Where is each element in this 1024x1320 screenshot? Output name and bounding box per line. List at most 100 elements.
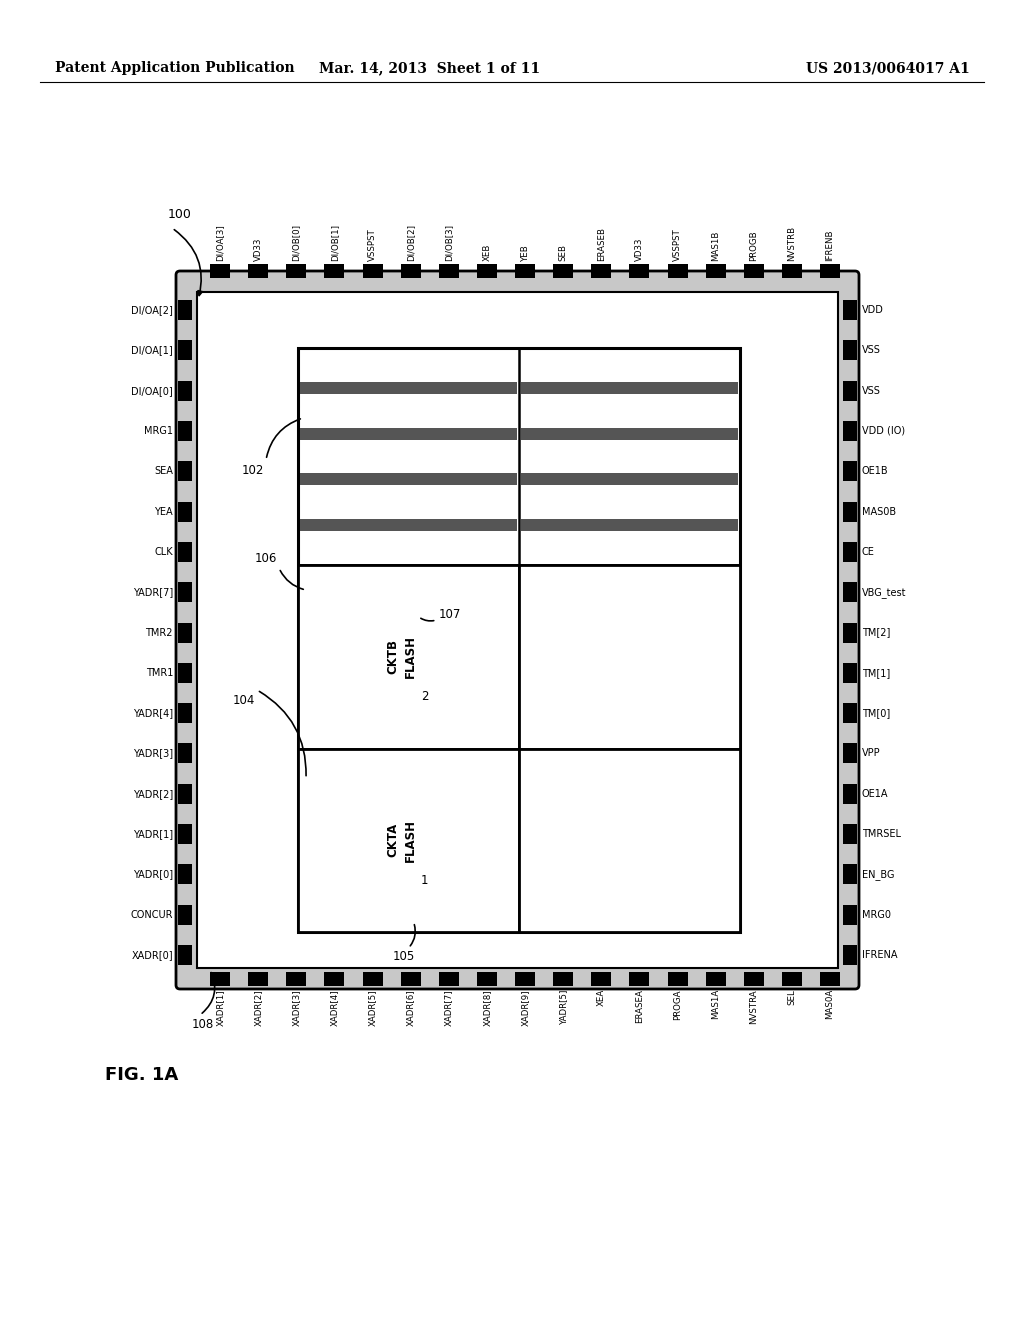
Text: YADR[5]: YADR[5]: [559, 989, 567, 1024]
Bar: [743, 972, 764, 986]
Text: MAS1A: MAS1A: [711, 989, 720, 1019]
Bar: [325, 972, 344, 986]
Text: FIG. 1A: FIG. 1A: [105, 1067, 178, 1084]
FancyBboxPatch shape: [176, 271, 859, 989]
Bar: [178, 945, 193, 965]
Text: YADR[3]: YADR[3]: [133, 748, 173, 759]
Bar: [298, 348, 740, 565]
Text: TM[2]: TM[2]: [862, 627, 891, 638]
Bar: [178, 380, 193, 401]
Text: MAS1B: MAS1B: [711, 231, 720, 261]
Text: PROGA: PROGA: [673, 989, 682, 1019]
Text: TMR1: TMR1: [145, 668, 173, 677]
Bar: [178, 421, 193, 441]
Bar: [843, 421, 857, 441]
Text: NVSTRB: NVSTRB: [787, 226, 797, 261]
Text: XEA: XEA: [597, 989, 606, 1006]
Bar: [298, 748, 519, 932]
Text: 106: 106: [255, 552, 278, 565]
Bar: [178, 502, 193, 521]
Bar: [743, 264, 764, 279]
Bar: [843, 704, 857, 723]
Bar: [210, 264, 230, 279]
Bar: [210, 972, 230, 986]
Text: SEA: SEA: [155, 466, 173, 477]
Bar: [843, 341, 857, 360]
Bar: [521, 381, 738, 393]
Text: XADR[3]: XADR[3]: [292, 989, 301, 1026]
Text: XADR[0]: XADR[0]: [131, 950, 173, 960]
Bar: [178, 663, 193, 682]
Text: YADR[0]: YADR[0]: [133, 870, 173, 879]
Bar: [197, 292, 838, 968]
Text: Mar. 14, 2013  Sheet 1 of 11: Mar. 14, 2013 Sheet 1 of 11: [319, 61, 541, 75]
Text: ERASEA: ERASEA: [635, 989, 644, 1023]
Text: IFRENA: IFRENA: [862, 950, 897, 960]
Bar: [843, 784, 857, 804]
Text: YADR[1]: YADR[1]: [133, 829, 173, 840]
Bar: [178, 623, 193, 643]
Bar: [248, 972, 268, 986]
Text: DI/OB[0]: DI/OB[0]: [292, 224, 301, 261]
Text: ERASEB: ERASEB: [597, 227, 606, 261]
Text: XEB: XEB: [482, 244, 492, 261]
Text: XADR[2]: XADR[2]: [254, 989, 262, 1026]
Bar: [553, 972, 573, 986]
Bar: [519, 748, 740, 932]
Text: FLASH: FLASH: [404, 818, 417, 862]
Bar: [298, 348, 740, 932]
Text: OE1A: OE1A: [862, 789, 889, 799]
Text: VSSPST: VSSPST: [673, 228, 682, 261]
Bar: [521, 519, 738, 531]
Text: PROGB: PROGB: [750, 231, 758, 261]
Bar: [178, 704, 193, 723]
Bar: [843, 543, 857, 562]
Bar: [668, 264, 687, 279]
Bar: [843, 461, 857, 482]
Bar: [706, 972, 726, 986]
Text: 107: 107: [438, 609, 461, 622]
Bar: [325, 264, 344, 279]
Text: IFRENB: IFRENB: [825, 230, 835, 261]
Text: XADR[9]: XADR[9]: [520, 989, 529, 1026]
Bar: [591, 972, 611, 986]
Text: XADR[7]: XADR[7]: [444, 989, 454, 1026]
Bar: [178, 461, 193, 482]
Text: CE: CE: [862, 546, 874, 557]
Bar: [362, 264, 383, 279]
Bar: [782, 972, 802, 986]
Text: YADR[7]: YADR[7]: [133, 587, 173, 597]
Bar: [843, 945, 857, 965]
Bar: [820, 972, 840, 986]
Text: VPP: VPP: [862, 748, 881, 759]
Text: MAS0B: MAS0B: [862, 507, 896, 516]
Bar: [178, 543, 193, 562]
Text: XADR[1]: XADR[1]: [215, 989, 224, 1026]
Bar: [519, 565, 740, 748]
Text: VSSPST: VSSPST: [368, 228, 377, 261]
Bar: [400, 972, 421, 986]
Bar: [477, 972, 497, 986]
Text: MAS0A: MAS0A: [825, 989, 835, 1019]
Bar: [287, 264, 306, 279]
Text: TM[1]: TM[1]: [862, 668, 890, 677]
Bar: [178, 904, 193, 925]
Bar: [298, 565, 519, 748]
Text: DI/OB[1]: DI/OB[1]: [330, 224, 339, 261]
Bar: [438, 972, 459, 986]
Text: 104: 104: [232, 693, 255, 706]
Text: YEA: YEA: [155, 507, 173, 516]
Text: TM[0]: TM[0]: [862, 708, 890, 718]
Bar: [515, 264, 535, 279]
Text: NVSTRA: NVSTRA: [750, 989, 758, 1023]
Text: VSS: VSS: [862, 385, 881, 396]
Bar: [630, 264, 649, 279]
Bar: [843, 663, 857, 682]
Text: OE1B: OE1B: [862, 466, 889, 477]
Bar: [820, 264, 840, 279]
Text: CLK: CLK: [155, 546, 173, 557]
Bar: [843, 380, 857, 401]
Text: SEB: SEB: [559, 244, 567, 261]
Bar: [521, 428, 738, 440]
Bar: [706, 264, 726, 279]
